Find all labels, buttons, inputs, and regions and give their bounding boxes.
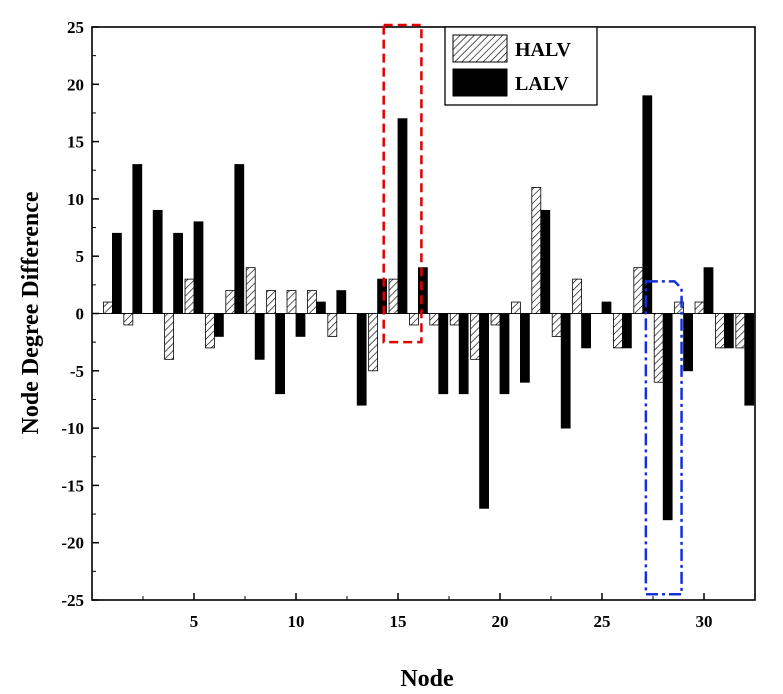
y-tick-label: -5	[70, 362, 84, 381]
y-tick-label: 10	[67, 190, 84, 209]
lalv-bar-node-17	[438, 313, 449, 395]
x-tick-label: 15	[390, 612, 407, 631]
halv-bar-node-31	[715, 313, 725, 349]
halv-bar-node-1	[103, 301, 113, 314]
x-tick-label: 20	[492, 612, 509, 631]
x-tick-label: 5	[190, 612, 199, 631]
lalv-bar-node-5	[193, 221, 204, 314]
halv-bar-node-27	[633, 267, 644, 314]
lalv-bar-node-4	[173, 232, 183, 314]
halv-bar-node-16	[409, 313, 419, 326]
lalv-bar-node-14	[377, 278, 387, 314]
lalv-bar-node-13	[356, 313, 367, 406]
lalv-bar-node-16	[417, 267, 428, 314]
axes-group: -25 -20 -15 -10 -5 0 5 10 15 20 25 5 10 15 20 25 30	[61, 18, 712, 631]
lalv-bar-node-2	[132, 164, 143, 314]
legend-label-lalv: LALV	[515, 73, 569, 95]
lalv-bar-node-15	[397, 118, 408, 314]
lalv-bar-node-10	[295, 313, 306, 337]
halv-bar-node-6	[205, 313, 215, 349]
lalv-bar-node-9	[275, 313, 285, 395]
halv-bar-node-4	[164, 313, 174, 360]
halv-bar-node-32	[735, 313, 746, 349]
halv-bar-node-14	[368, 313, 378, 372]
halv-bar-node-7	[225, 290, 236, 314]
halv-bar-node-23	[551, 313, 562, 337]
y-axis-title: Node Degree Difference	[18, 191, 44, 434]
lalv-bar-node-23	[560, 313, 571, 429]
halv-bar-node-8	[245, 267, 256, 314]
halv-bar-node-18	[449, 313, 460, 326]
lalv-bar-node-29	[683, 313, 693, 372]
highlight-box-node-28	[644, 280, 683, 596]
halv-bar-node-11	[307, 290, 317, 314]
halv-bar-node-28	[653, 313, 664, 383]
lalv-bar-node-21	[520, 313, 530, 383]
x-tick-label: 25	[594, 612, 611, 631]
halv-bar-node-2	[123, 313, 134, 326]
lalv-bar-node-20	[499, 313, 510, 395]
y-tick-label: 15	[67, 133, 84, 152]
legend-label-halv: HALV	[515, 39, 572, 61]
halv-bar-node-20	[490, 313, 501, 326]
y-tick-label: 20	[67, 75, 84, 94]
y-tick-label: 5	[76, 247, 85, 266]
halv-bar-node-15	[388, 278, 399, 314]
lalv-bar-node-18	[458, 313, 469, 395]
halv-bar-node-24	[572, 278, 582, 314]
lalv-bar-node-1	[112, 232, 122, 314]
y-tick-label: 25	[67, 18, 84, 37]
lalv-bar-node-30	[703, 267, 714, 314]
lalv-bar-node-26	[622, 313, 632, 349]
lalv-bar-node-7	[234, 164, 245, 314]
lalv-bar-node-32	[744, 313, 755, 406]
highlight-boxes	[382, 23, 683, 596]
x-tick-label: 10	[288, 612, 305, 631]
lalv-bar-node-22	[540, 209, 551, 314]
lalv-bar-node-11	[315, 301, 326, 314]
halv-bar-node-21	[511, 301, 521, 314]
halv-bar-node-17	[429, 313, 440, 326]
x-tick-label: 30	[696, 612, 713, 631]
y-tick-label: -20	[61, 534, 84, 553]
y-tick-label: -25	[61, 591, 84, 610]
bars-group	[103, 95, 755, 521]
halv-bar-node-19	[470, 313, 480, 360]
legend-swatch-halv	[452, 34, 508, 63]
y-tick-label: -10	[61, 419, 84, 438]
lalv-bar-node-31	[724, 313, 734, 349]
halv-bar-node-5	[184, 278, 195, 314]
halv-bar-node-10	[286, 290, 297, 314]
lalv-bar-node-8	[254, 313, 265, 360]
halv-bar-node-30	[694, 301, 705, 314]
halv-bar-node-29	[674, 301, 684, 314]
halv-bar-node-9	[266, 290, 276, 314]
legend-swatch-lalv	[452, 68, 508, 97]
y-tick-label: 0	[76, 305, 85, 324]
lalv-bar-node-6	[213, 313, 224, 337]
legend: HALV LALV	[444, 26, 598, 106]
highlight-box-node-15	[382, 23, 423, 344]
lalv-bar-node-12	[336, 290, 347, 314]
lalv-bar-node-25	[601, 301, 612, 314]
lalv-bar-node-28	[662, 313, 673, 521]
x-axis-title: Node	[400, 666, 454, 692]
lalv-bar-node-19	[479, 313, 489, 509]
lalv-bar-node-27	[642, 95, 653, 314]
halv-bar-node-26	[613, 313, 623, 349]
halv-bar-node-12	[327, 313, 338, 337]
y-tick-label: -15	[61, 476, 84, 495]
halv-bar-node-22	[531, 187, 542, 314]
lalv-bar-node-24	[581, 313, 591, 349]
lalv-bar-node-3	[152, 209, 163, 314]
